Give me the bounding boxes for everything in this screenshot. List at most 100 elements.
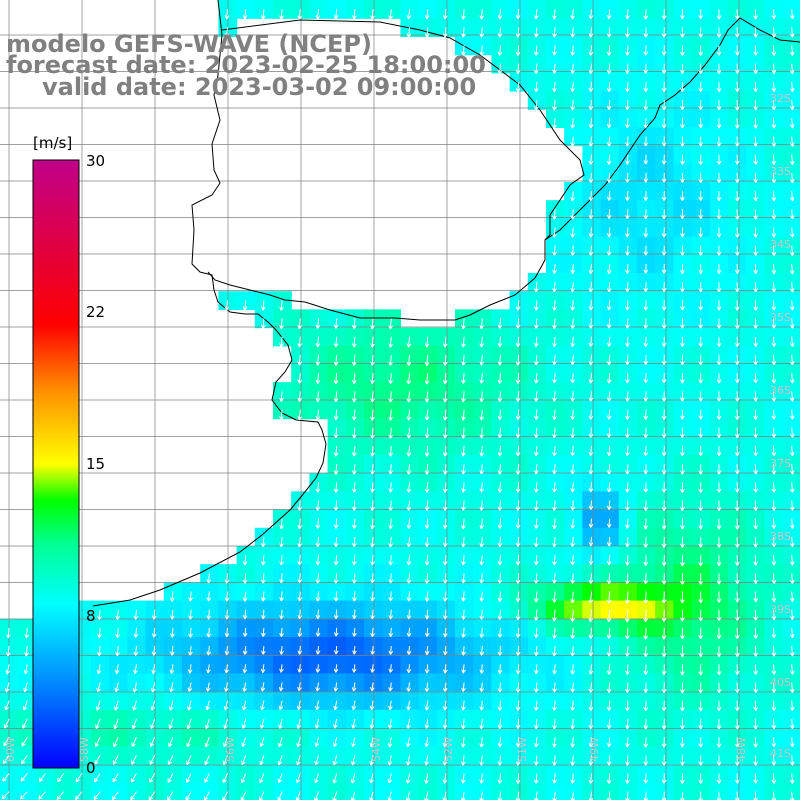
wind-arrow-icon [388,682,393,692]
wind-arrow-icon [424,336,430,348]
wind-arrow-icon [333,464,339,475]
wind-arrow-icon [698,300,704,311]
wind-arrow-icon [552,391,557,402]
wind-arrow-icon [753,500,758,511]
wind-arrow-icon [570,9,576,20]
wind-arrow-icon [680,100,685,111]
wind-arrow-icon [753,591,758,603]
wind-arrow-icon [515,300,521,311]
wind-arrow-icon [771,227,777,238]
wind-arrow-icon [734,682,740,693]
wind-arrow-icon [680,573,685,585]
wind-arrow-icon [351,536,357,548]
wind-arrow-icon [224,627,230,638]
lat-label: 41S [770,747,791,760]
wind-arrow-icon [570,354,576,366]
wind-arrow-icon [734,263,740,274]
wind-arrow-icon [588,100,594,111]
wind-arrow-icon [260,573,266,584]
wind-arrow-icon [606,555,612,566]
wind-arrow-icon [588,591,594,604]
wind-arrow-icon [606,482,612,493]
wind-arrow-icon [497,409,503,421]
wind-arrow-icon [771,646,777,657]
wind-arrow-icon [643,518,649,530]
wind-arrow-icon [352,627,357,637]
wind-arrow-icon [643,536,649,548]
wind-arrow-icon [680,536,685,548]
wind-arrow-icon [753,136,758,147]
wind-arrow-icon [479,573,485,584]
wind-arrow-icon [370,482,375,493]
wind-arrow-icon [552,336,557,348]
wind-cell [473,782,492,800]
wind-arrow-icon [606,409,612,420]
wind-arrow-icon [789,354,795,366]
wind-arrow-icon [606,172,612,183]
wind-arrow-icon [771,318,777,329]
wind-arrow-icon [753,518,758,530]
colorbar-tick-22: 22 [86,303,105,321]
wind-arrow-icon [333,664,339,673]
wind-arrow-icon [479,500,485,511]
wind-cell [291,782,310,800]
wind-arrow-icon [606,63,612,74]
wind-arrow-icon [625,191,630,201]
wind-arrow-icon [680,445,685,457]
wind-arrow-icon [734,627,740,639]
wind-arrow-icon [606,591,612,604]
wind-arrow-icon [625,646,630,657]
wind-arrow-icon [552,63,557,74]
wind-arrow-icon [661,300,667,311]
wind-arrow-icon [297,409,303,421]
wind-arrow-icon [698,664,704,676]
wind-arrow-icon [716,245,722,256]
wind-arrow-icon [771,445,777,457]
wind-arrow-icon [388,336,394,348]
wind-arrow-icon [370,518,375,530]
wind-arrow-icon [297,609,303,620]
wind-arrow-icon [734,573,740,584]
wind-arrow-icon [461,591,466,602]
wind-arrow-icon [680,227,685,238]
wind-arrow-icon [333,445,339,457]
wind-cell [600,782,620,800]
wind-arrow-icon [734,282,740,293]
wind-arrow-icon [114,682,120,693]
wind-arrow-icon [4,700,10,711]
wind-arrow-icon [698,282,704,293]
wind-arrow-icon [333,627,339,637]
wind-arrow-icon [734,445,740,457]
wind-arrow-icon [588,664,594,675]
wind-arrow-icon [497,573,503,584]
wind-arrow-icon [242,591,248,602]
wind-arrow-icon [734,354,740,365]
wind-arrow-icon [698,646,704,658]
wind-arrow-icon [515,464,521,475]
wind-arrow-icon [461,682,466,692]
wind-arrow-icon [424,664,430,674]
wind-arrow-icon [771,409,777,420]
wind-arrow-icon [297,318,303,330]
wind-arrow-icon [588,245,594,256]
wind-arrow-icon [424,591,430,602]
wind-arrow-icon [479,482,485,493]
wind-arrow-icon [515,409,521,420]
wind-arrow-icon [771,427,777,438]
wind-arrow-icon [388,427,394,439]
wind-arrow-icon [606,318,612,329]
wind-arrow-icon [625,664,630,675]
wind-arrow-icon [242,573,248,584]
wind-arrow-icon [351,373,357,385]
wind-arrow-icon [716,154,722,165]
wind-arrow-icon [661,27,667,38]
wind-arrow-icon [370,445,375,457]
wind-arrow-icon [370,409,375,421]
wind-arrow-icon [625,209,630,220]
wind-arrow-icon [661,45,667,56]
wind-arrow-icon [24,646,29,657]
wind-arrow-icon [515,627,521,638]
wind-arrow-icon [661,518,667,530]
wind-arrow-icon [297,555,303,566]
wind-arrow-icon [771,354,777,366]
